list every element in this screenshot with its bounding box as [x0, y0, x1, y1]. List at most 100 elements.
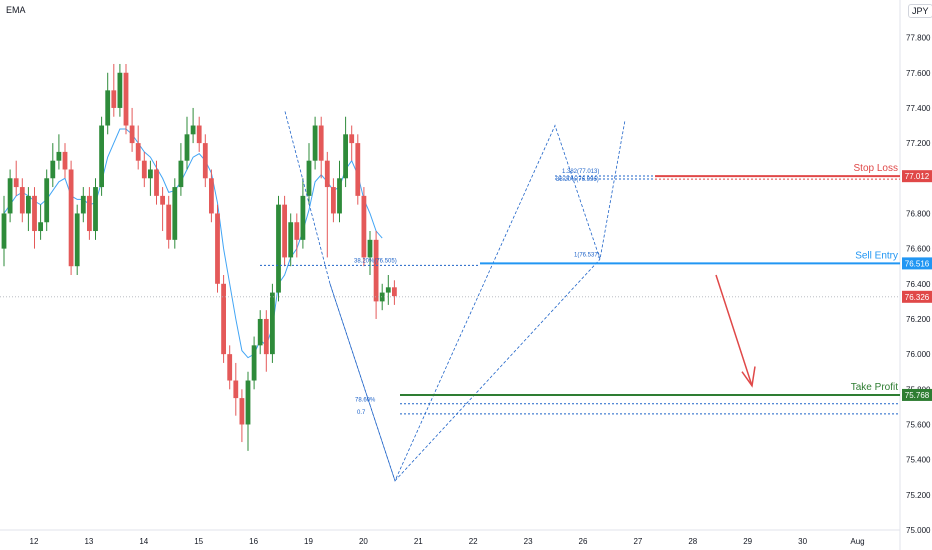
- current-price-tag: [902, 290, 932, 303]
- candle-body: [50, 160, 56, 179]
- level-price-tag: [902, 388, 932, 401]
- x-tick-label: 22: [469, 537, 478, 546]
- candle-body: [239, 398, 245, 425]
- fib-label-786: 78.60%: [355, 398, 376, 404]
- candle-body: [270, 292, 275, 355]
- down-arrow-head: [741, 366, 756, 388]
- candle-body: [184, 134, 190, 161]
- candle-body: [99, 125, 104, 188]
- harmonic-pattern-left: [284, 111, 396, 481]
- candle-body: [19, 187, 25, 214]
- candle-body: [135, 143, 141, 161]
- candle-body: [233, 380, 239, 399]
- candle-body: [74, 213, 80, 267]
- level-label: Stop Loss: [854, 163, 898, 174]
- candle-body: [312, 125, 318, 161]
- level-price-label: 75.768: [905, 391, 930, 400]
- fib-label-07: 0.7: [357, 410, 366, 416]
- candle-body: [343, 134, 348, 179]
- fib-label-right-382: 38.20%(76.996): [556, 177, 599, 183]
- y-tick-label: 77.400: [906, 104, 931, 113]
- candle-body: [294, 222, 300, 240]
- x-tick-label: 21: [414, 537, 423, 546]
- candle-body: [367, 239, 373, 258]
- x-tick-label: 29: [743, 537, 752, 546]
- level-price-label: 77.012: [905, 172, 930, 181]
- candle-body: [93, 187, 98, 232]
- candle-body: [141, 160, 147, 179]
- candle-body: [379, 292, 385, 302]
- y-tick-label: 76.400: [906, 280, 931, 289]
- x-tick-label: 27: [633, 537, 642, 546]
- candle-body: [7, 178, 13, 214]
- candle-body: [190, 125, 196, 135]
- candle-body: [209, 178, 214, 214]
- candle-body: [154, 169, 159, 196]
- candle-body: [337, 178, 342, 214]
- candle-body: [32, 195, 37, 232]
- candle-body: [251, 345, 257, 381]
- fib-label-right-top: 1.382(77.013): [562, 169, 599, 175]
- x-tick-label: Aug: [850, 537, 864, 546]
- candle-body: [245, 380, 251, 425]
- x-tick-label: 15: [194, 537, 203, 546]
- candle-body: [324, 160, 330, 188]
- candle-body: [111, 90, 117, 108]
- x-tick-label: 20: [359, 537, 368, 546]
- candle-body: [196, 125, 202, 144]
- candle-body: [361, 195, 367, 258]
- candle-body: [87, 195, 92, 232]
- harmonic-diagonal: [394, 258, 601, 482]
- candle-body: [392, 287, 397, 297]
- fib-label-right-1: 1(76.537): [574, 253, 600, 259]
- y-tick-label: 77.200: [906, 139, 931, 148]
- candle-body: [355, 143, 361, 196]
- level-price-tag: [902, 170, 932, 183]
- y-tick-label: 77.800: [906, 34, 931, 43]
- candle-body: [44, 178, 50, 223]
- candle-body: [117, 72, 123, 108]
- x-tick-label: 19: [304, 537, 313, 546]
- y-tick-label: 76.600: [906, 245, 931, 254]
- x-tick-label: 30: [798, 537, 807, 546]
- candle-body: [221, 283, 226, 355]
- candle-body: [13, 178, 19, 188]
- x-tick-label: 23: [524, 537, 533, 546]
- y-tick-label: 75.600: [906, 420, 931, 429]
- candle-body: [306, 160, 312, 196]
- y-tick-label: 76.200: [906, 315, 931, 324]
- candle-body: [215, 213, 220, 284]
- candle-body: [257, 318, 263, 346]
- y-tick-label: 76.800: [906, 209, 931, 218]
- candle-body: [373, 239, 379, 302]
- candle-body: [263, 318, 269, 355]
- candle-body: [26, 195, 31, 214]
- candle-body: [202, 143, 208, 179]
- harmonic-pattern: [329, 120, 626, 482]
- candle-body: [178, 160, 184, 188]
- candle-body: [123, 72, 129, 126]
- candle-body: [160, 195, 165, 205]
- down-arrow-shaft: [715, 274, 753, 387]
- candle-body: [62, 151, 68, 170]
- candle-body: [385, 287, 391, 293]
- candle-body: [105, 90, 111, 126]
- indicator-label: EMA: [6, 5, 26, 15]
- candle-body: [56, 151, 62, 161]
- candle-body: [331, 187, 336, 214]
- x-tick-label: 16: [249, 537, 258, 546]
- x-tick-label: 28: [688, 537, 697, 546]
- candle-body: [1, 213, 7, 249]
- candle-body: [148, 169, 153, 179]
- candle-body: [172, 187, 178, 240]
- y-tick-label: 75.400: [906, 456, 931, 465]
- candle-body: [80, 195, 86, 214]
- x-tick-label: 13: [84, 537, 93, 546]
- candle-body: [166, 204, 172, 240]
- y-tick-label: 77.600: [906, 69, 931, 78]
- current-price-label: 76.326: [905, 293, 930, 302]
- fib-label-left-382: 38.20%(76.505): [354, 258, 397, 264]
- x-tick-label: 12: [30, 537, 39, 546]
